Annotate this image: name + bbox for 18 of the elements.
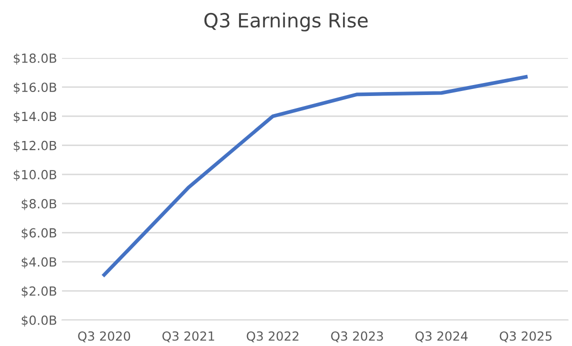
x-tick-label: Q3 2024 [415,331,468,342]
y-tick-label: $18.0B [14,53,56,65]
y-tick-label: $4.0B [22,257,56,268]
x-tick-label: Q3 2023 [331,331,383,342]
y-tick-label: $8.0B [22,198,56,210]
y-tick-label: $6.0B [22,228,56,240]
y-tick-label: $2.0B [22,286,56,298]
y-tick-label: $0.0B [22,315,56,327]
y-tick-label: $14.0B [14,111,56,123]
x-tick-label: Q3 2025 [500,331,552,342]
line-series [102,75,528,277]
y-tick-label: $16.0B [14,82,56,94]
x-tick-label: Q3 2022 [246,331,298,342]
chart-title: Q3 Earnings Rise [204,12,368,32]
y-tick-label: $10.0B [14,170,56,182]
y-tick-label: $12.0B [14,140,56,152]
x-tick-label: Q3 2020 [78,331,130,342]
x-tick-label: Q3 2021 [162,331,214,342]
